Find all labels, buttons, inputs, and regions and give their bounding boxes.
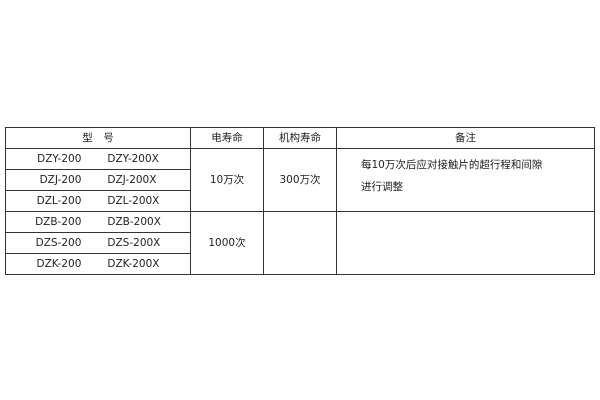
mechanical-life-cell: 300万次 bbox=[263, 148, 337, 212]
header-note: 备注 bbox=[336, 127, 595, 149]
model-name-x: DZK-200X bbox=[107, 258, 160, 270]
header-mechanical-life: 机构寿命 bbox=[263, 127, 337, 149]
model-cell: DZY-200 DZY-200X bbox=[5, 148, 191, 170]
model-name: DZS-200 bbox=[35, 237, 82, 249]
model-cell: DZS-200 DZS-200X bbox=[5, 232, 191, 254]
note-line: 每10万次后应对接触片的超行程和间隙 bbox=[361, 159, 543, 171]
table-row: DZB-200 DZB-200X 1000次 bbox=[5, 211, 595, 275]
header-row: 型 号 电寿命 机构寿命 备注 bbox=[5, 127, 595, 149]
note-cell: 每10万次后应对接触片的超行程和间隙 进行调整 bbox=[336, 148, 595, 212]
table-row: DZK-200 DZK-200X bbox=[5, 253, 595, 275]
product-life-table: 型 号 电寿命 机构寿命 备注 DZY-200 DZY-200X 10万次 300… bbox=[5, 127, 595, 275]
mechanical-life-cell bbox=[263, 211, 337, 275]
model-name: DZY-200 bbox=[37, 153, 82, 165]
electrical-life-cell: 10万次 bbox=[190, 148, 264, 212]
header-model: 型 号 bbox=[5, 127, 191, 149]
model-cell: DZL-200 DZL-200X bbox=[5, 190, 191, 212]
model-name-x: DZL-200X bbox=[107, 195, 160, 207]
note-line: 进行调整 bbox=[361, 181, 403, 193]
model-name: DZL-200 bbox=[36, 195, 82, 207]
table-row: DZY-200 DZY-200X 10万次 300万次 每10万次后应对接触片的超… bbox=[5, 148, 595, 212]
model-name: DZJ-200 bbox=[39, 174, 82, 186]
model-name-x: DZJ-200X bbox=[107, 174, 157, 186]
header-electrical-life: 电寿命 bbox=[190, 127, 264, 149]
table-row: DZL-200 DZL-200X bbox=[5, 190, 595, 212]
electrical-life-cell: 1000次 bbox=[190, 211, 264, 275]
model-name-x: DZB-200X bbox=[107, 216, 161, 228]
model-name-x: DZY-200X bbox=[107, 153, 159, 165]
model-cell: DZK-200 DZK-200X bbox=[5, 253, 191, 275]
model-name: DZB-200 bbox=[35, 216, 82, 228]
model-cell: DZB-200 DZB-200X bbox=[5, 211, 191, 233]
model-name-x: DZS-200X bbox=[107, 237, 161, 249]
model-name: DZK-200 bbox=[36, 258, 82, 270]
note-cell bbox=[336, 211, 595, 275]
model-cell: DZJ-200 DZJ-200X bbox=[5, 169, 191, 191]
